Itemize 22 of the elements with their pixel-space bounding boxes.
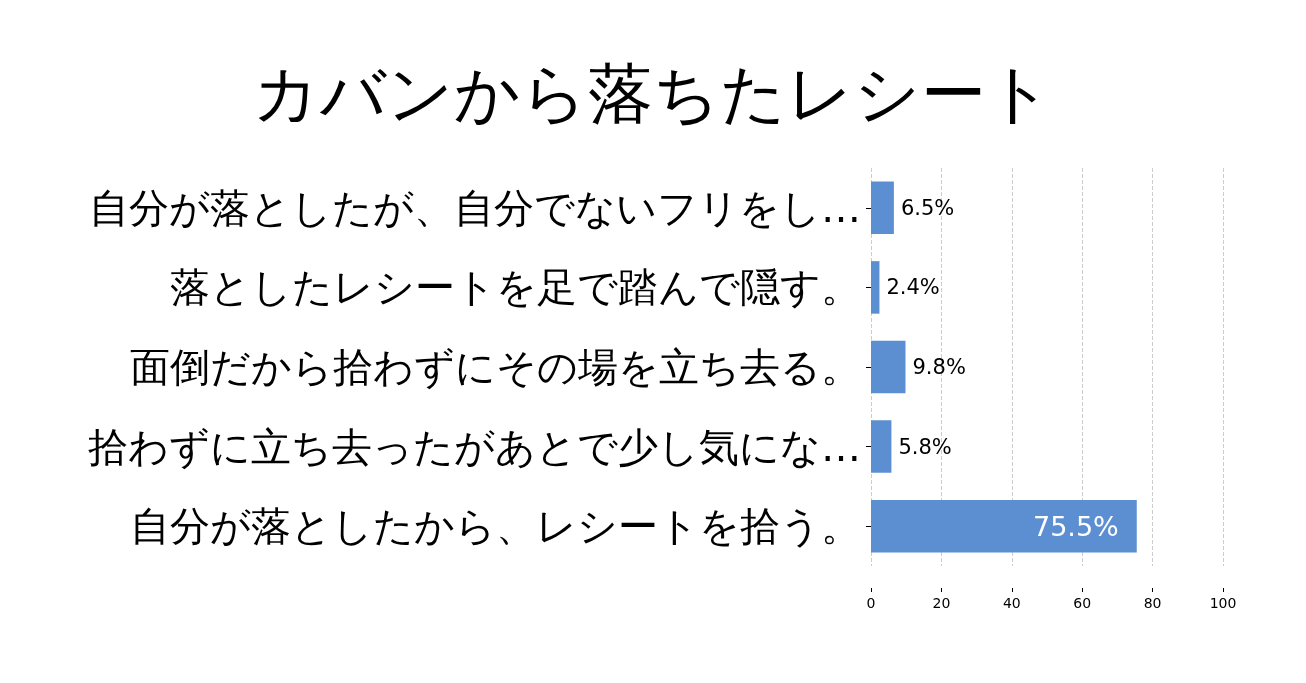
data-label: 2.4% <box>886 275 940 300</box>
y-tick-label: 面倒だから拾わずにその場を立ち去る。 <box>130 344 861 390</box>
chart-title: カバンから落ちたレシート <box>253 56 1053 131</box>
x-tick-label: 60 <box>1073 595 1092 611</box>
x-tick-label: 20 <box>932 595 951 611</box>
y-tick-label: 自分が落としたから、レシートを拾う。 <box>130 503 861 550</box>
y-tick-label: 拾わずに立ち去ったがあとで少し気にな… <box>88 423 861 470</box>
x-tick-label: 80 <box>1143 595 1162 611</box>
x-tick-label: 0 <box>866 595 876 611</box>
bar <box>871 420 892 473</box>
data-label: 5.8% <box>898 434 952 459</box>
y-tick-label: 自分が落としたが、自分でないフリをし… <box>89 184 861 231</box>
x-tick-label: 40 <box>1002 595 1021 611</box>
y-tick-label: 落としたレシートを足で踏んで隠す。 <box>170 264 861 311</box>
bar <box>871 499 1137 553</box>
data-label: 9.8% <box>912 355 966 379</box>
x-tick-label: 100 <box>1209 595 1237 611</box>
bar <box>871 181 894 235</box>
data-label: 6.5% <box>900 195 955 220</box>
bar <box>871 340 906 394</box>
bar <box>871 261 880 314</box>
data-label: 75.5% <box>1032 510 1119 542</box>
